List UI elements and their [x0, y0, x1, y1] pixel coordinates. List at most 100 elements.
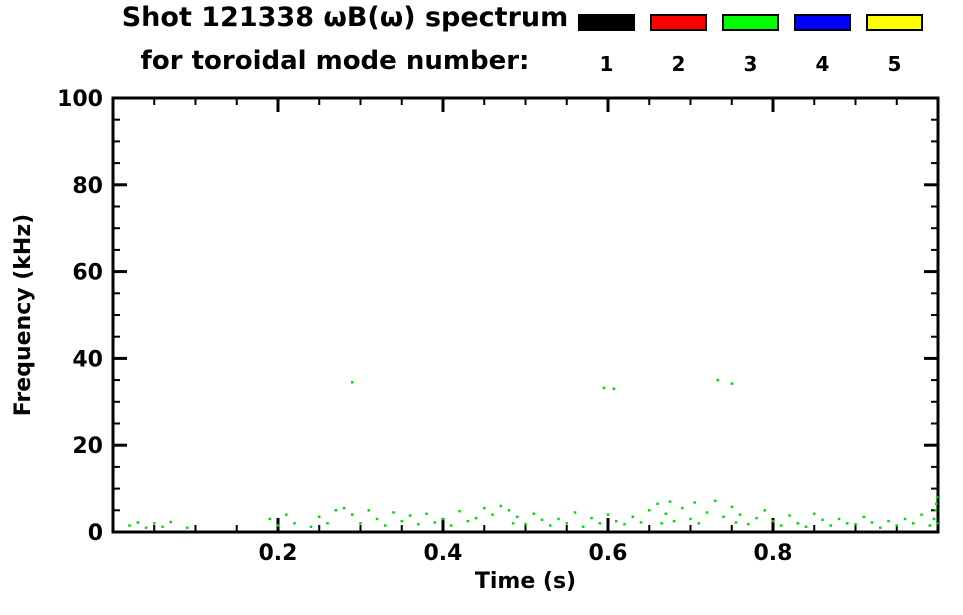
data-point [549, 524, 552, 527]
data-point [668, 500, 672, 503]
data-point [318, 515, 321, 519]
x-tick-label: 0.8 [754, 541, 793, 566]
data-point [524, 522, 527, 526]
data-point [796, 522, 799, 525]
data-point [771, 519, 775, 523]
data-point [648, 509, 651, 512]
legend-label: 4 [815, 52, 830, 76]
data-point [656, 502, 659, 506]
data-point [375, 517, 379, 521]
legend-label: 3 [743, 52, 758, 76]
data-point [367, 509, 370, 512]
data-point [425, 512, 428, 516]
data-point [934, 509, 937, 512]
data-point [887, 519, 890, 523]
chart-subtitle: for toroidal mode number: [140, 46, 530, 76]
x-tick-label: 0.6 [589, 541, 628, 566]
y-tick-label: 20 [72, 434, 103, 459]
data-point [660, 522, 663, 525]
data-point [837, 517, 841, 521]
data-point [590, 516, 593, 520]
data-point [507, 509, 511, 512]
data-point [161, 525, 164, 529]
x-tick-label: 0.2 [259, 541, 298, 566]
data-point [639, 521, 643, 524]
data-point [738, 513, 742, 516]
x-tick-label: 0.4 [424, 541, 463, 566]
data-point [920, 513, 923, 516]
data-point [697, 522, 700, 525]
data-point [186, 526, 189, 529]
data-point [730, 382, 733, 385]
data-point [144, 526, 148, 529]
legend-swatch [722, 14, 779, 31]
data-point [862, 515, 865, 519]
data-point [532, 512, 535, 516]
data-point [342, 506, 346, 510]
data-point [392, 511, 395, 514]
data-point [763, 509, 766, 512]
data-point [821, 518, 824, 522]
data-point [734, 521, 738, 524]
data-point [722, 515, 725, 519]
data-point [693, 501, 696, 504]
data-point [602, 386, 606, 390]
data-point [747, 522, 750, 526]
legend-label: 2 [671, 52, 686, 76]
data-point [351, 513, 354, 516]
legend-label: 5 [887, 52, 902, 76]
data-point [540, 518, 544, 522]
data-point [664, 512, 667, 516]
y-tick-label: 80 [72, 174, 103, 199]
data-point [623, 522, 626, 526]
legend-label: 1 [599, 52, 614, 76]
data-point [689, 517, 692, 521]
data-point [441, 517, 445, 521]
legend-swatch [650, 14, 707, 31]
data-point [268, 517, 271, 521]
data-point [285, 513, 288, 516]
data-point [631, 515, 634, 519]
data-point [582, 525, 585, 529]
y-tick-label: 0 [88, 521, 103, 546]
data-point [935, 496, 939, 499]
x-axis-title: Time (s) [475, 569, 576, 594]
data-point [780, 524, 783, 527]
data-point [293, 522, 296, 525]
data-point [935, 502, 938, 506]
data-point [573, 511, 577, 514]
data-point [511, 522, 515, 525]
data-point [128, 524, 131, 527]
data-point [474, 516, 478, 520]
data-point [615, 519, 618, 523]
legend-swatches [578, 14, 923, 31]
y-tick-label: 60 [72, 261, 103, 286]
data-point [912, 522, 915, 525]
data-point [466, 519, 469, 523]
data-point [136, 521, 139, 524]
data-point [928, 524, 931, 527]
data-point [935, 522, 939, 525]
legend-swatch [866, 14, 923, 31]
data-point [433, 521, 436, 524]
data-point [557, 517, 560, 521]
data-point [681, 506, 684, 510]
data-point [153, 522, 156, 525]
data-point [612, 387, 616, 391]
data-point [705, 511, 709, 514]
data-point [895, 524, 898, 527]
data-point [870, 521, 874, 524]
data-point [932, 517, 936, 521]
data-point [804, 525, 808, 529]
data-point [309, 525, 313, 529]
data-point [879, 526, 882, 529]
data-point [788, 514, 791, 517]
legend-swatch [578, 14, 635, 31]
data-point [408, 514, 412, 517]
data-point [829, 524, 832, 527]
data-point [846, 522, 849, 525]
data-point [714, 499, 717, 503]
data-point [384, 524, 387, 527]
